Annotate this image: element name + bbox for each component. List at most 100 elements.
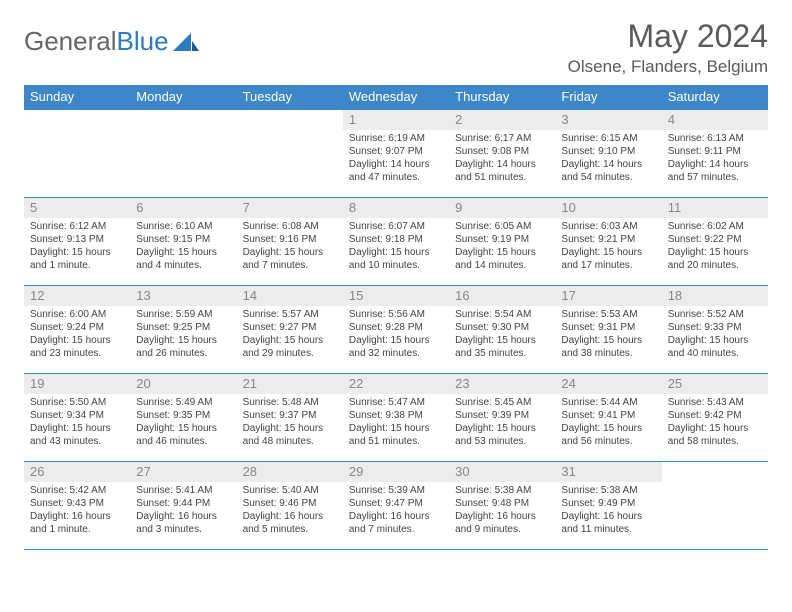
logo-text-1: General [24, 26, 117, 57]
calendar-cell: 14Sunrise: 5:57 AMSunset: 9:27 PMDayligh… [237, 285, 343, 373]
day-number: 4 [662, 110, 768, 130]
day-text: Sunrise: 5:41 AMSunset: 9:44 PMDaylight:… [130, 482, 236, 540]
day-text: Sunrise: 5:42 AMSunset: 9:43 PMDaylight:… [24, 482, 130, 540]
day-text: Sunrise: 6:19 AMSunset: 9:07 PMDaylight:… [343, 130, 449, 188]
calendar-cell: 5Sunrise: 6:12 AMSunset: 9:13 PMDaylight… [24, 197, 130, 285]
calendar-cell [24, 109, 130, 197]
calendar-cell: 27Sunrise: 5:41 AMSunset: 9:44 PMDayligh… [130, 461, 236, 549]
calendar-cell [237, 109, 343, 197]
calendar-cell: 19Sunrise: 5:50 AMSunset: 9:34 PMDayligh… [24, 373, 130, 461]
day-number: 31 [555, 462, 661, 482]
calendar-cell: 3Sunrise: 6:15 AMSunset: 9:10 PMDaylight… [555, 109, 661, 197]
day-text: Sunrise: 6:15 AMSunset: 9:10 PMDaylight:… [555, 130, 661, 188]
calendar-cell [662, 461, 768, 549]
day-text: Sunrise: 5:54 AMSunset: 9:30 PMDaylight:… [449, 306, 555, 364]
day-number: 26 [24, 462, 130, 482]
day-text: Sunrise: 5:53 AMSunset: 9:31 PMDaylight:… [555, 306, 661, 364]
day-text: Sunrise: 5:39 AMSunset: 9:47 PMDaylight:… [343, 482, 449, 540]
calendar-cell: 4Sunrise: 6:13 AMSunset: 9:11 PMDaylight… [662, 109, 768, 197]
day-number: 16 [449, 286, 555, 306]
day-number: 21 [237, 374, 343, 394]
day-number: 25 [662, 374, 768, 394]
calendar-cell: 10Sunrise: 6:03 AMSunset: 9:21 PMDayligh… [555, 197, 661, 285]
day-number: 7 [237, 198, 343, 218]
day-text: Sunrise: 5:38 AMSunset: 9:48 PMDaylight:… [449, 482, 555, 540]
calendar-cell: 22Sunrise: 5:47 AMSunset: 9:38 PMDayligh… [343, 373, 449, 461]
month-title: May 2024 [568, 18, 768, 55]
header: GeneralBlue May 2024 Olsene, Flanders, B… [24, 18, 768, 77]
day-text: Sunrise: 5:50 AMSunset: 9:34 PMDaylight:… [24, 394, 130, 452]
day-text: Sunrise: 5:40 AMSunset: 9:46 PMDaylight:… [237, 482, 343, 540]
day-number: 10 [555, 198, 661, 218]
day-number: 8 [343, 198, 449, 218]
calendar-cell: 11Sunrise: 6:02 AMSunset: 9:22 PMDayligh… [662, 197, 768, 285]
day-number: 29 [343, 462, 449, 482]
calendar-cell: 1Sunrise: 6:19 AMSunset: 9:07 PMDaylight… [343, 109, 449, 197]
day-text: Sunrise: 6:10 AMSunset: 9:15 PMDaylight:… [130, 218, 236, 276]
day-text: Sunrise: 6:17 AMSunset: 9:08 PMDaylight:… [449, 130, 555, 188]
day-number: 30 [449, 462, 555, 482]
day-text: Sunrise: 5:38 AMSunset: 9:49 PMDaylight:… [555, 482, 661, 540]
calendar-cell: 21Sunrise: 5:48 AMSunset: 9:37 PMDayligh… [237, 373, 343, 461]
weekday-row: SundayMondayTuesdayWednesdayThursdayFrid… [24, 85, 768, 109]
day-number: 22 [343, 374, 449, 394]
day-number: 18 [662, 286, 768, 306]
day-number: 14 [237, 286, 343, 306]
calendar-week-row: 1Sunrise: 6:19 AMSunset: 9:07 PMDaylight… [24, 109, 768, 197]
day-text: Sunrise: 6:12 AMSunset: 9:13 PMDaylight:… [24, 218, 130, 276]
calendar-cell: 30Sunrise: 5:38 AMSunset: 9:48 PMDayligh… [449, 461, 555, 549]
day-number: 28 [237, 462, 343, 482]
calendar-cell: 24Sunrise: 5:44 AMSunset: 9:41 PMDayligh… [555, 373, 661, 461]
day-number [662, 462, 768, 482]
calendar-cell: 26Sunrise: 5:42 AMSunset: 9:43 PMDayligh… [24, 461, 130, 549]
calendar-table: SundayMondayTuesdayWednesdayThursdayFrid… [24, 85, 768, 550]
calendar-cell: 6Sunrise: 6:10 AMSunset: 9:15 PMDaylight… [130, 197, 236, 285]
day-number: 9 [449, 198, 555, 218]
day-text: Sunrise: 5:56 AMSunset: 9:28 PMDaylight:… [343, 306, 449, 364]
day-number: 13 [130, 286, 236, 306]
calendar-cell: 12Sunrise: 6:00 AMSunset: 9:24 PMDayligh… [24, 285, 130, 373]
calendar-cell: 7Sunrise: 6:08 AMSunset: 9:16 PMDaylight… [237, 197, 343, 285]
calendar-week-row: 26Sunrise: 5:42 AMSunset: 9:43 PMDayligh… [24, 461, 768, 549]
day-number: 1 [343, 110, 449, 130]
weekday-header: Tuesday [237, 85, 343, 109]
calendar-cell [130, 109, 236, 197]
day-number [130, 110, 236, 130]
day-text: Sunrise: 5:43 AMSunset: 9:42 PMDaylight:… [662, 394, 768, 452]
day-number: 24 [555, 374, 661, 394]
day-number: 12 [24, 286, 130, 306]
weekday-header: Sunday [24, 85, 130, 109]
day-number [237, 110, 343, 130]
calendar-cell: 17Sunrise: 5:53 AMSunset: 9:31 PMDayligh… [555, 285, 661, 373]
calendar-body: 1Sunrise: 6:19 AMSunset: 9:07 PMDaylight… [24, 109, 768, 549]
day-text: Sunrise: 6:05 AMSunset: 9:19 PMDaylight:… [449, 218, 555, 276]
calendar-cell: 25Sunrise: 5:43 AMSunset: 9:42 PMDayligh… [662, 373, 768, 461]
day-text: Sunrise: 5:49 AMSunset: 9:35 PMDaylight:… [130, 394, 236, 452]
day-text: Sunrise: 6:08 AMSunset: 9:16 PMDaylight:… [237, 218, 343, 276]
logo: GeneralBlue [24, 18, 199, 57]
day-number: 15 [343, 286, 449, 306]
calendar-week-row: 19Sunrise: 5:50 AMSunset: 9:34 PMDayligh… [24, 373, 768, 461]
day-text: Sunrise: 5:47 AMSunset: 9:38 PMDaylight:… [343, 394, 449, 452]
day-text: Sunrise: 6:13 AMSunset: 9:11 PMDaylight:… [662, 130, 768, 188]
day-text: Sunrise: 5:59 AMSunset: 9:25 PMDaylight:… [130, 306, 236, 364]
calendar-cell: 31Sunrise: 5:38 AMSunset: 9:49 PMDayligh… [555, 461, 661, 549]
day-text: Sunrise: 5:45 AMSunset: 9:39 PMDaylight:… [449, 394, 555, 452]
weekday-header: Wednesday [343, 85, 449, 109]
calendar-cell: 18Sunrise: 5:52 AMSunset: 9:33 PMDayligh… [662, 285, 768, 373]
calendar-cell: 2Sunrise: 6:17 AMSunset: 9:08 PMDaylight… [449, 109, 555, 197]
day-number: 3 [555, 110, 661, 130]
day-number: 17 [555, 286, 661, 306]
logo-sail-icon [173, 31, 199, 53]
weekday-header: Friday [555, 85, 661, 109]
calendar-cell: 23Sunrise: 5:45 AMSunset: 9:39 PMDayligh… [449, 373, 555, 461]
title-block: May 2024 Olsene, Flanders, Belgium [568, 18, 768, 77]
day-text: Sunrise: 5:57 AMSunset: 9:27 PMDaylight:… [237, 306, 343, 364]
day-number [24, 110, 130, 130]
calendar-cell: 9Sunrise: 6:05 AMSunset: 9:19 PMDaylight… [449, 197, 555, 285]
calendar-cell: 28Sunrise: 5:40 AMSunset: 9:46 PMDayligh… [237, 461, 343, 549]
day-text: Sunrise: 6:00 AMSunset: 9:24 PMDaylight:… [24, 306, 130, 364]
day-number: 27 [130, 462, 236, 482]
day-number: 2 [449, 110, 555, 130]
weekday-header: Saturday [662, 85, 768, 109]
